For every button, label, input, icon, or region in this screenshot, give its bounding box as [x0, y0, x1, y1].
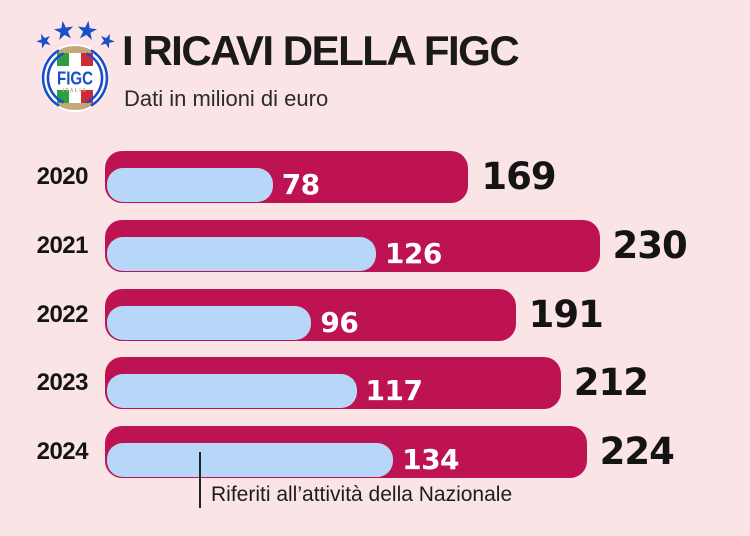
chart-row-2020: 2020 78 169	[0, 151, 750, 203]
bar-nazionale-2022	[107, 305, 312, 340]
bar-total-2024	[105, 426, 587, 479]
value-nazionale-2020: 78	[281, 168, 320, 201]
value-nazionale-2021: 126	[384, 236, 442, 270]
italian-flag-icon	[43, 46, 107, 110]
chart-row-2022: 2022 96 191	[0, 288, 750, 341]
value-total-2024: 224	[599, 430, 675, 474]
value-total-2022: 191	[528, 292, 604, 336]
annotation-pointer-line	[199, 452, 201, 508]
bar-nazionale-2021	[107, 236, 376, 271]
year-label-2024: 2024	[36, 438, 89, 466]
value-nazionale-2022: 96	[320, 305, 359, 339]
logo-country: ITALIA	[63, 88, 88, 94]
bar-total-2020	[105, 151, 469, 203]
page-subtitle: Dati in milioni di euro	[124, 86, 329, 111]
year-label-2023: 2023	[36, 369, 89, 397]
year-label-2020: 2020	[36, 163, 89, 190]
value-nazionale-2023: 117	[365, 374, 423, 408]
logo-arcs	[41, 49, 109, 107]
figc-logo-icon: FIGC ITALIA	[34, 19, 117, 112]
bar-total-2023	[105, 357, 561, 410]
year-label-2021: 2021	[36, 231, 89, 259]
chart-row-2024: 2024 134 224	[0, 426, 750, 479]
logo-acronym: FIGC	[57, 69, 93, 89]
annotation-label: Riferiti all’attività della Nazionale	[211, 483, 513, 506]
chart-row-2021: 2021 126 230	[0, 219, 750, 272]
bar-nazionale-2024	[107, 443, 394, 478]
year-label-2022: 2022	[36, 300, 89, 328]
page-title: I RICAVI DELLA FIGC	[122, 27, 520, 74]
value-total-2021: 230	[612, 223, 688, 267]
value-nazionale-2024: 134	[402, 443, 460, 477]
bar-nazionale-2023	[107, 374, 357, 409]
figc-logo: FIGC ITALIA	[33, 12, 117, 118]
value-total-2023: 212	[573, 361, 649, 405]
bar-total-2022	[105, 288, 516, 341]
bar-total-2021	[105, 219, 600, 272]
chart-row-2023: 2023 117 212	[0, 357, 750, 410]
value-total-2020: 169	[481, 155, 556, 198]
bar-nazionale-2020	[107, 168, 273, 202]
